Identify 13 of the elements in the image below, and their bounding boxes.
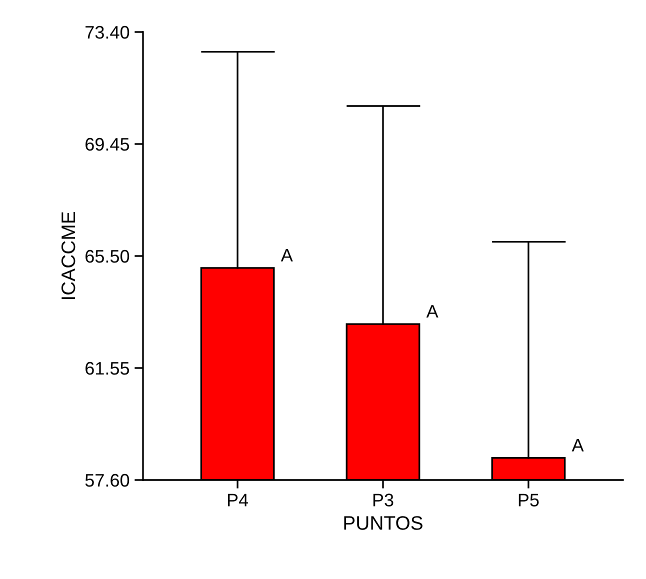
y-tick-label: 57.60 [85, 474, 130, 487]
y-tick-label: 61.55 [86, 362, 130, 375]
x-tick-label: P4 [228, 494, 248, 506]
y-tick-label: 65.50 [86, 250, 130, 263]
annotation: A [572, 438, 584, 452]
annotation: A [426, 305, 438, 318]
y-axis-title: ICACCME [61, 212, 76, 300]
x-axis-title: PUNTOS [344, 516, 422, 530]
y-tick-label: 73.40 [86, 26, 130, 39]
x-tick-label: P3 [373, 494, 394, 506]
x-tick-label: P5 [518, 494, 539, 506]
y-tick-label: 69.45 [86, 138, 130, 151]
annotation: A [280, 248, 293, 262]
